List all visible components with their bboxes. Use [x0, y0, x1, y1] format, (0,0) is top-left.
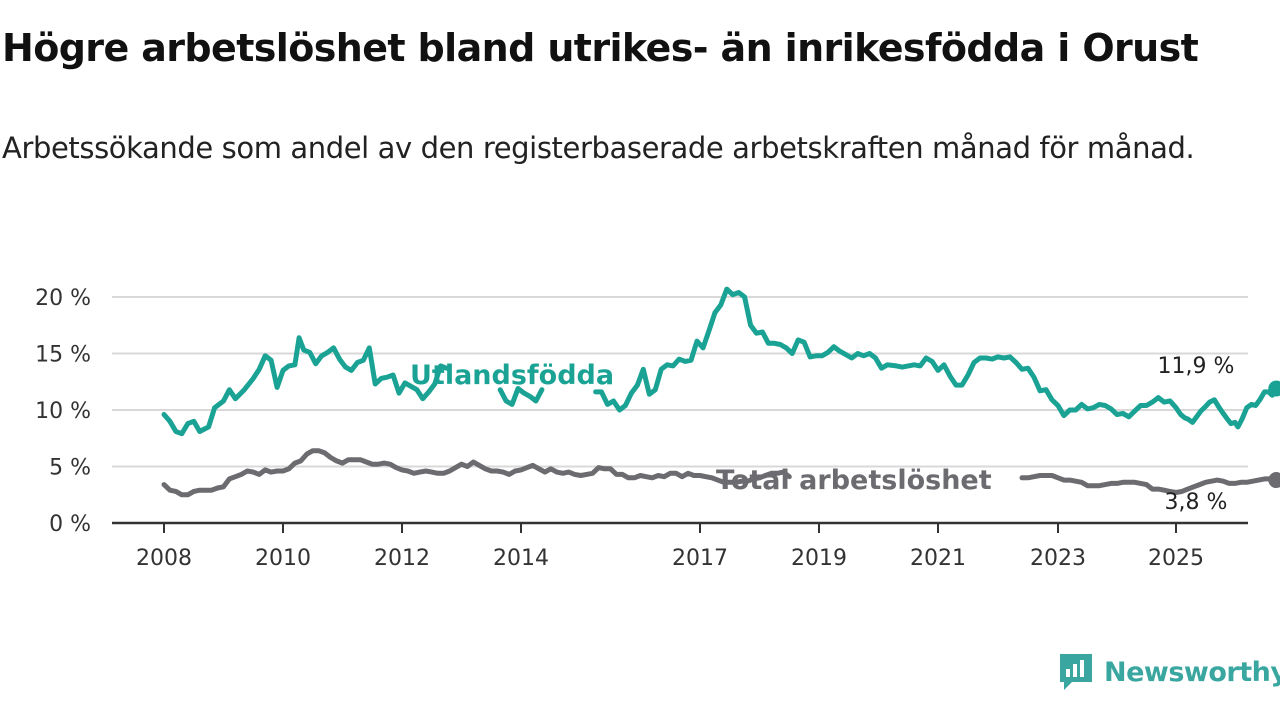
series-line-utlandsfodda	[161, 335, 450, 437]
series-labels: Utlandsfödda Total arbetslöshet 11,9 % 3,8 …	[410, 354, 1234, 515]
y-axis: 0 % 5 % 10 % 15 % 20 %	[35, 286, 91, 537]
newsworthy-logo-icon	[1060, 654, 1092, 690]
x-tick-label: 2017	[672, 546, 728, 571]
end-point-total	[1268, 472, 1280, 489]
series-label-total: Total arbetslöshet	[716, 465, 992, 496]
x-tick-label: 2021	[910, 546, 966, 571]
y-tick-label: 0 %	[49, 512, 91, 537]
brand-name: Newsworthy	[1104, 656, 1280, 688]
y-tick-label: 15 %	[35, 343, 91, 368]
y-tick-label: 20 %	[35, 286, 91, 311]
x-axis: 2008 2010 2012 2014 2017 2019 2021 2023 2025	[112, 521, 1248, 571]
line-chart: 0 %5 %10 %15 %20 % 2008 2010 2012 2014 2017 2…	[35, 286, 1280, 571]
x-tick-label: 2025	[1148, 546, 1204, 571]
y-tick-label: 5 %	[49, 456, 91, 481]
x-tick-label: 2008	[136, 546, 192, 571]
series-label-utlandsfodda: Utlandsfödda	[410, 360, 614, 391]
x-tick-label: 2023	[1030, 546, 1086, 571]
series-lines	[161, 286, 1280, 498]
newsworthy-logo[interactable]: Newsworthy	[1058, 652, 1280, 692]
series-line-utlandsfodda	[497, 386, 545, 407]
end-label-utlandsfodda: 11,9 %	[1158, 354, 1235, 379]
end-point-utlandsfodda	[1268, 380, 1280, 397]
gridlines	[112, 296, 1248, 468]
series-line-utlandsfodda	[593, 286, 1279, 430]
x-tick-label: 2010	[255, 546, 311, 571]
x-tick-label: 2012	[374, 546, 430, 571]
end-label-total: 3,8 %	[1165, 490, 1228, 515]
x-tick-label: 2019	[791, 546, 847, 571]
series-line-total	[1019, 473, 1279, 495]
chart-title: Högre arbetslöshet bland utrikes- än inr…	[2, 26, 1199, 70]
chart-subtitle: Arbetssökande som andel av den registerb…	[2, 131, 1195, 165]
x-tick-label: 2014	[493, 546, 549, 571]
y-tick-label: 10 %	[35, 399, 91, 424]
series-line-total	[161, 448, 792, 498]
